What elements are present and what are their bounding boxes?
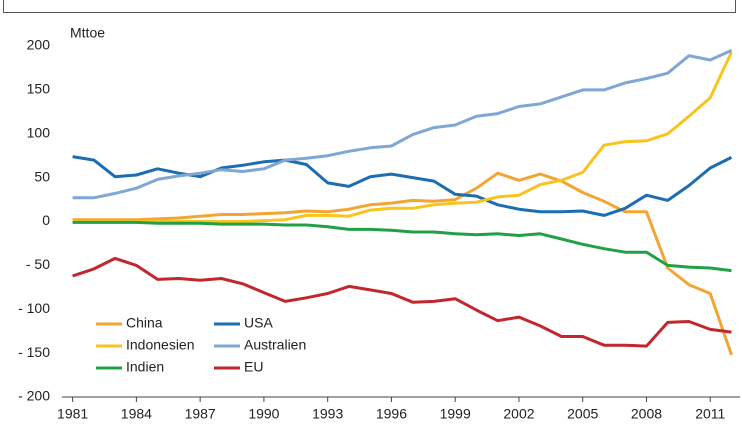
x-tick-label: 1996 [376, 406, 407, 422]
legend-label: Indien [126, 359, 164, 375]
y-tick-label: 50 [34, 168, 50, 184]
y-unit: Mttoe [70, 25, 105, 41]
y-tick-label: - 100 [18, 300, 50, 316]
series-line [72, 220, 732, 273]
y-tick-label: - 200 [18, 388, 50, 404]
x-tick-label: 2005 [567, 406, 598, 422]
y-tick-label: 200 [27, 37, 51, 53]
x-tick-label: 2002 [503, 406, 534, 422]
y-tick-label: 100 [27, 124, 51, 140]
legend-label: USA [244, 315, 273, 331]
x-tick-label: 2008 [631, 406, 662, 422]
series-line [72, 256, 732, 348]
y-tick-label: 150 [27, 81, 51, 97]
x-tick-label: 1999 [440, 406, 471, 422]
x-tick-label: 1990 [248, 406, 279, 422]
x-tick-label: 1981 [57, 406, 88, 422]
frame [3, 0, 736, 13]
x-tick-label: 1987 [185, 406, 216, 422]
y-tick-label: - 50 [26, 256, 50, 272]
legend-label: Australien [244, 337, 306, 353]
y-tick-label: 0 [42, 212, 50, 228]
series-line [72, 155, 733, 217]
legend-label: EU [244, 359, 263, 375]
x-tick-label: 1993 [312, 406, 343, 422]
legend-label: China [126, 315, 163, 331]
legend: China USA Indonesien Australien Indien EU [92, 312, 332, 378]
legend-label: Indonesien [126, 337, 195, 353]
legend-box [92, 312, 332, 378]
y-tick-label: - 150 [18, 344, 50, 360]
series-line [72, 49, 733, 200]
series-line [72, 51, 733, 223]
x-tick-label: 1984 [121, 406, 152, 422]
x-tick-label: 2011 [695, 406, 725, 422]
